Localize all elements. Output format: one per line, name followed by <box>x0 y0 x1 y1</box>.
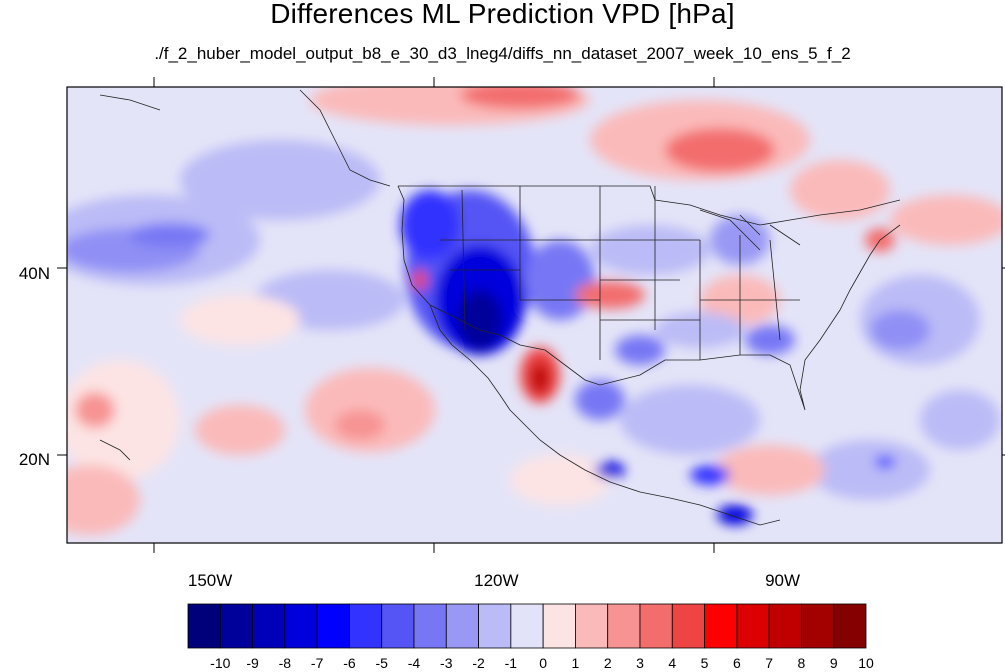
colorbar-tick-label: -8 <box>279 655 292 671</box>
map-frame <box>66 86 1003 544</box>
colorbar-tick-label: 8 <box>798 655 806 671</box>
colorbar-swatch <box>768 603 802 649</box>
colorbar-swatch <box>542 603 576 649</box>
colorbar-tick-label: 4 <box>668 655 676 671</box>
colorbar-tick-label: -6 <box>343 655 356 671</box>
map-subtitle: ./f_2_huber_model_output_b8_e_30_d3_lneg… <box>154 44 851 63</box>
x-tick-label: 90W <box>765 571 800 590</box>
colorbar-swatch <box>187 603 221 649</box>
colorbar-swatch <box>219 603 253 649</box>
colorbar-tick-label: -5 <box>375 655 388 671</box>
colorbar-swatch <box>736 603 770 649</box>
colorbar-tick-label: -1 <box>505 655 518 671</box>
map-title: Differences ML Prediction VPD [hPa] <box>270 0 735 29</box>
colorbar-tick-label: -4 <box>408 655 421 671</box>
colorbar-swatch <box>381 603 415 649</box>
colorbar-labels: -10 -9 -8 -7 -6 -5 -4 -3 -2 -1 0 1 2 3 4 5 6 7 8 9 10 <box>210 655 874 671</box>
x-tick-labels: 150W 120W 90W <box>188 571 800 590</box>
x-tick-label: 150W <box>188 571 232 590</box>
y-tick-label: 40N <box>19 264 50 283</box>
colorbar-tick-label: -7 <box>311 655 324 671</box>
map-field <box>67 87 1002 543</box>
colorbar-tick-label: -10 <box>210 655 230 671</box>
colorbar-swatch <box>833 603 867 649</box>
y-tick-label: 20N <box>19 450 50 469</box>
colorbar-swatch <box>413 603 447 649</box>
colorbar-tick-label: 10 <box>858 655 874 671</box>
colorbar-tick-label: 3 <box>636 655 644 671</box>
colorbar-swatch <box>704 603 738 649</box>
colorbar-swatch <box>445 603 479 649</box>
colorbar-tick-label: -3 <box>440 655 453 671</box>
colorbar-swatch <box>252 603 286 649</box>
colorbar-swatch <box>284 603 318 649</box>
colorbar-tick-label: -9 <box>246 655 259 671</box>
colorbar-swatch <box>349 603 383 649</box>
colorbar-tick-label: 5 <box>701 655 709 671</box>
axis-ticks <box>57 77 1005 553</box>
colorbar-tick-label: 6 <box>733 655 741 671</box>
colorbar-swatch <box>510 603 544 649</box>
colorbar-swatch <box>478 603 512 649</box>
colorbar-tick-label: 9 <box>830 655 838 671</box>
colorbar-swatch <box>639 603 673 649</box>
colorbar-tick-label: 0 <box>539 655 547 671</box>
colorbar-tick-label: -2 <box>472 655 485 671</box>
colorbar <box>187 603 867 649</box>
colorbar-swatch <box>316 603 350 649</box>
colorbar-swatch <box>607 603 641 649</box>
y-tick-labels: 40N 20N <box>19 264 50 469</box>
colorbar-tick-label: 7 <box>765 655 773 671</box>
colorbar-tick-label: 1 <box>572 655 580 671</box>
colorbar-swatch <box>575 603 609 649</box>
colorbar-swatch <box>671 603 705 649</box>
colorbar-tick-label: 2 <box>604 655 612 671</box>
colorbar-swatch <box>801 603 835 649</box>
x-tick-label: 120W <box>474 571 518 590</box>
coastlines-borders <box>99 89 901 526</box>
